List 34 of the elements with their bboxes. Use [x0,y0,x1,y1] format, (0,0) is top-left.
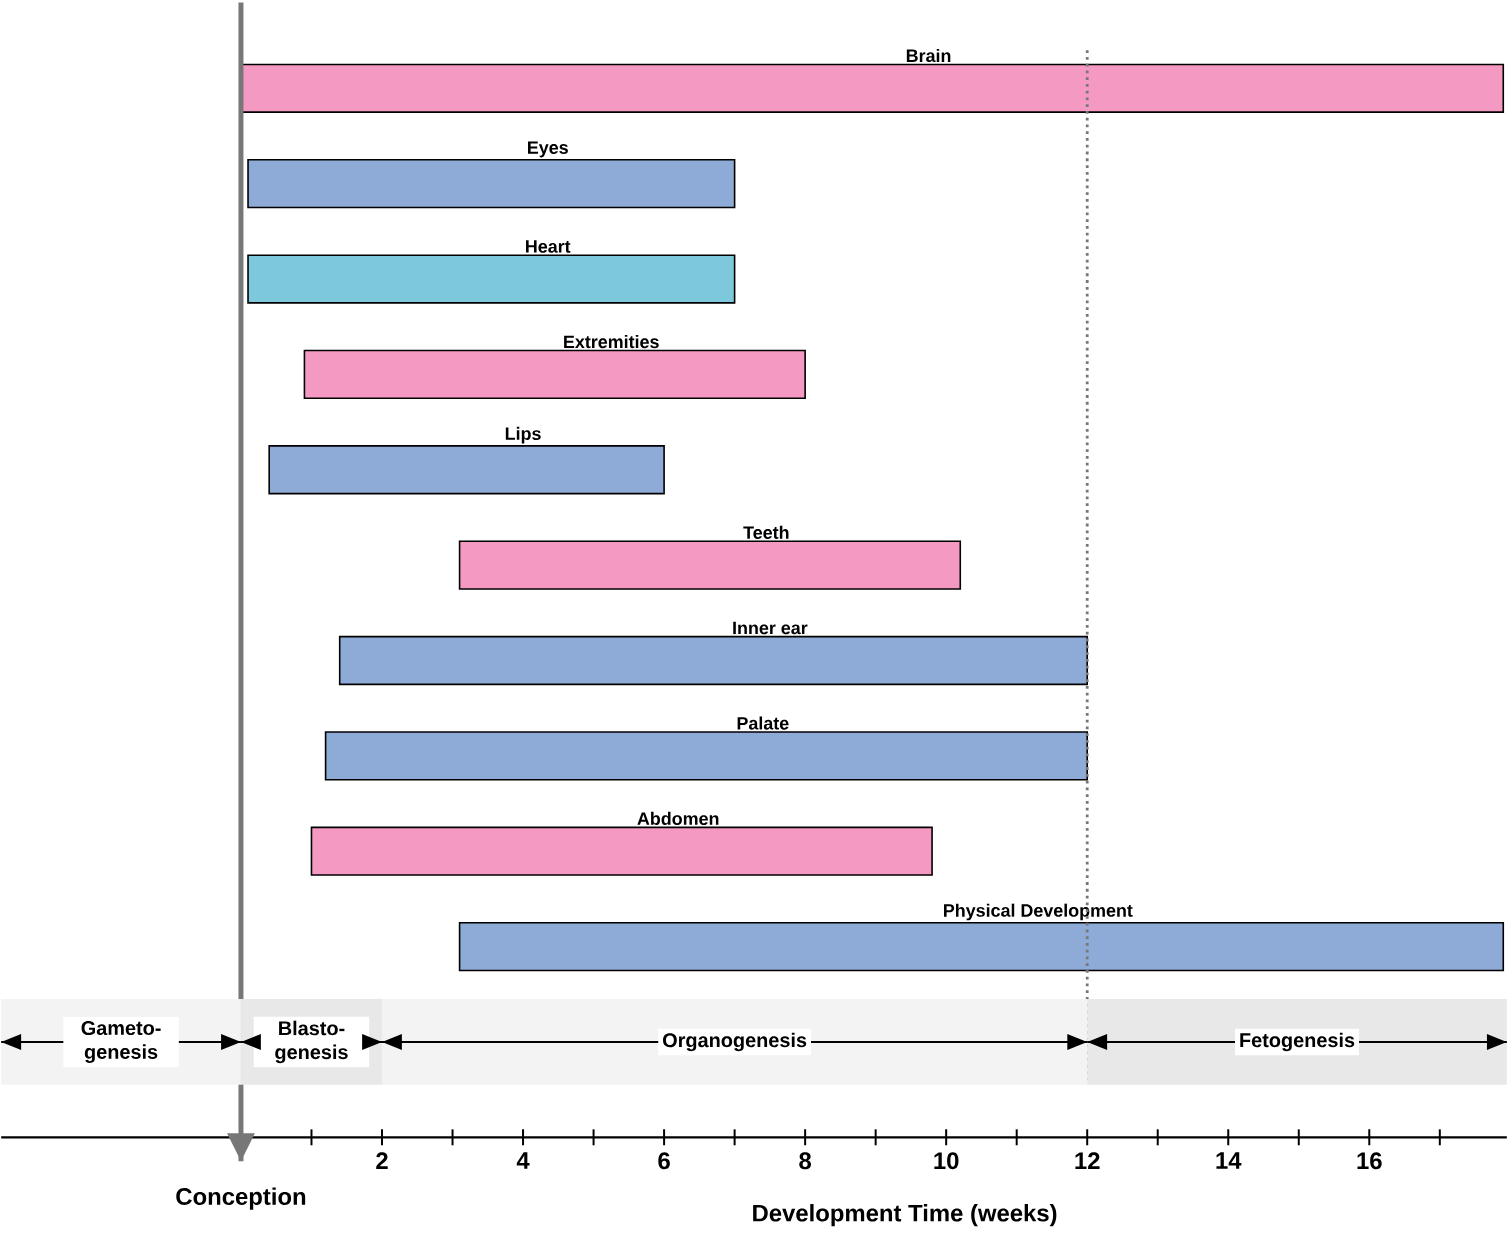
bar [458,540,962,590]
y-tick-label: Extremities [564,335,659,349]
x-tick-label: 4 [516,1152,530,1169]
bar [247,159,736,209]
bar [458,921,1505,972]
bar [240,63,1505,113]
x-tick-label: 6 [658,1152,670,1170]
bar [268,445,665,495]
band-label: Blasto- genesis [275,1020,348,1064]
y-tick-label: Abdomen [637,811,719,826]
x-tick-label: 10 [934,1152,959,1170]
y-tick-label: Lips [505,426,541,444]
bar [324,731,1089,781]
y-tick-label: Palate [737,716,789,730]
x-tick-label: 14 [1216,1152,1242,1169]
x-tick-label: 12 [1075,1152,1100,1170]
x-tick-label: 8 [799,1152,812,1170]
band-label: Organogenesis [663,1032,807,1052]
bar [247,254,736,304]
ref-line-label: Conception [176,1187,306,1210]
bar [338,635,1089,686]
y-tick-label: Brain [906,48,951,63]
y-tick-label: Physical Development [944,903,1133,921]
y-tick-label: Eyes [528,141,568,158]
y-tick-label: Teeth [743,525,789,539]
band-label: Fetogenesis [1240,1032,1355,1052]
x-axis-title: Development Time (weeks) [753,1204,1057,1227]
x-tick-label: 2 [376,1152,388,1170]
bar [310,826,933,876]
x-tick-label: 16 [1357,1152,1382,1170]
y-tick-label: Heart [526,240,571,253]
bar [303,349,806,400]
band-label: Gameto- genesis [81,1021,161,1063]
y-tick-label: Inner ear [733,621,808,635]
